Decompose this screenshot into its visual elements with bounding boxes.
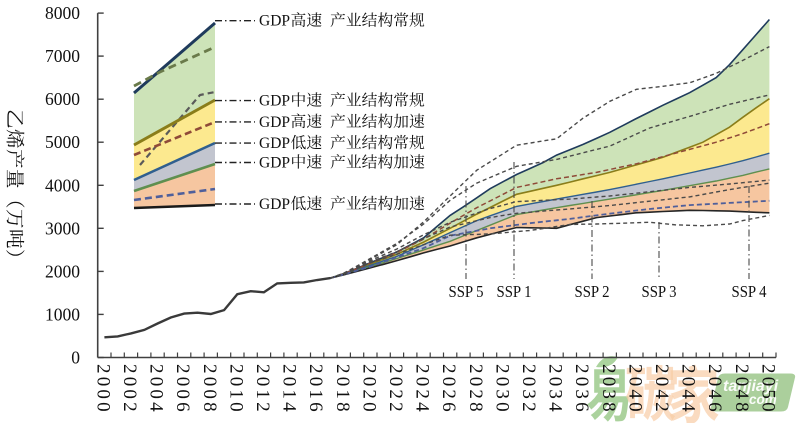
- svg-text:2010: 2010: [225, 364, 246, 415]
- svg-text:2018: 2018: [332, 364, 353, 415]
- svg-text:SSP 4: SSP 4: [732, 282, 767, 301]
- svg-text:2040: 2040: [624, 364, 645, 415]
- svg-text:0: 0: [71, 348, 80, 368]
- svg-text:2006: 2006: [172, 364, 193, 415]
- svg-text:3000: 3000: [45, 218, 80, 238]
- svg-text:2008: 2008: [199, 364, 220, 415]
- svg-text:2020: 2020: [358, 364, 379, 415]
- svg-text:GDP: GDP: [259, 93, 290, 110]
- svg-text:SSP 2: SSP 2: [575, 282, 610, 301]
- svg-text:2034: 2034: [545, 364, 566, 415]
- svg-text:6000: 6000: [45, 89, 80, 109]
- svg-text:GDP: GDP: [259, 135, 290, 152]
- svg-text:2004: 2004: [146, 364, 167, 415]
- svg-text:2000: 2000: [45, 261, 80, 281]
- svg-text:2032: 2032: [518, 364, 539, 415]
- svg-text:4000: 4000: [45, 175, 80, 195]
- svg-text:2024: 2024: [412, 364, 433, 415]
- svg-text:GDP: GDP: [259, 196, 290, 213]
- svg-text:2000: 2000: [92, 364, 113, 415]
- svg-text:2016: 2016: [305, 364, 326, 415]
- svg-text:2046: 2046: [704, 364, 725, 415]
- svg-text:SSP 3: SSP 3: [642, 282, 677, 301]
- svg-text:com: com: [749, 392, 777, 407]
- svg-text:GDP: GDP: [259, 114, 290, 131]
- svg-text:2038: 2038: [598, 364, 619, 415]
- svg-text:2050: 2050: [757, 364, 778, 415]
- svg-text:2002: 2002: [119, 364, 140, 415]
- svg-text:2014: 2014: [279, 364, 300, 415]
- svg-text:2012: 2012: [252, 364, 273, 415]
- svg-text:1000: 1000: [45, 304, 80, 324]
- svg-text:8000: 8000: [45, 3, 80, 23]
- svg-text:2044: 2044: [678, 364, 699, 415]
- svg-text:GDP: GDP: [259, 13, 290, 30]
- svg-text:2036: 2036: [571, 364, 592, 415]
- svg-text:SSP 1: SSP 1: [497, 282, 532, 301]
- svg-text:2042: 2042: [651, 364, 672, 415]
- svg-text:5000: 5000: [45, 132, 80, 152]
- svg-text:2028: 2028: [465, 364, 486, 415]
- svg-text:GDP: GDP: [259, 155, 290, 172]
- svg-text:2026: 2026: [438, 364, 459, 415]
- svg-text:2030: 2030: [491, 364, 512, 415]
- svg-text:tanjiayi: tanjiayi: [723, 378, 779, 395]
- svg-text:2048: 2048: [731, 364, 752, 415]
- svg-text:2022: 2022: [385, 364, 406, 415]
- svg-text:7000: 7000: [45, 46, 80, 66]
- svg-text:SSP 5: SSP 5: [449, 282, 484, 301]
